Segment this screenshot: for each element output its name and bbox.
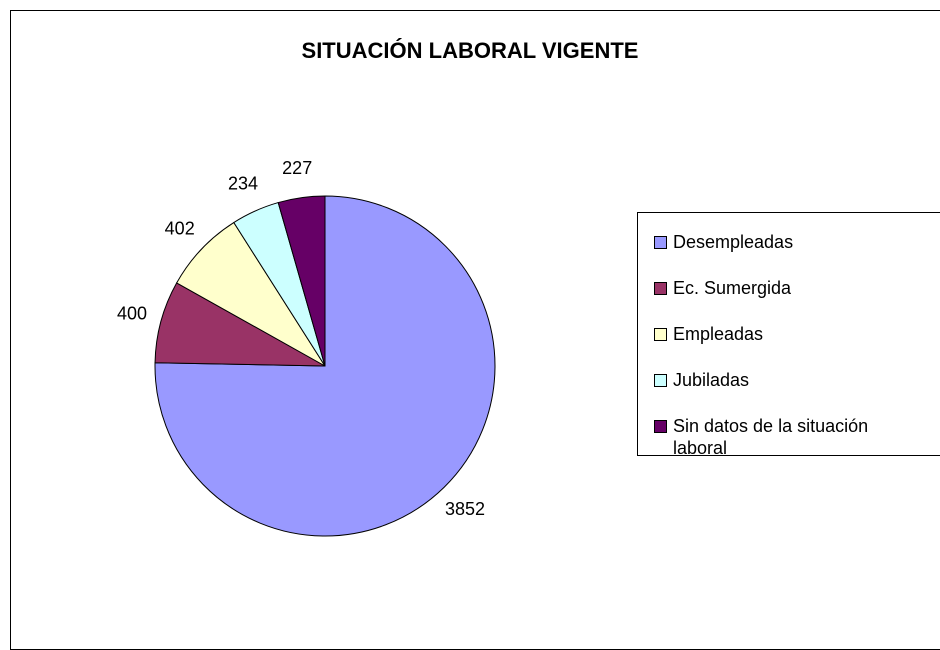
legend: Desempleadas Ec. Sumergida Empleadas Jubila… (637, 212, 940, 459)
legend-label: Desempleadas (673, 232, 794, 252)
data-label: 234 (228, 174, 258, 194)
legend-swatch (654, 282, 667, 295)
legend-label: Empleadas (673, 324, 764, 344)
legend-label: Sin datos de la situación laboral (673, 416, 869, 458)
data-label: 402 (165, 219, 195, 239)
legend-label: Jubiladas (673, 370, 750, 390)
legend-swatch (654, 236, 667, 249)
legend-item: Sin datos de la situación laboral (654, 415, 923, 459)
data-label: 227 (282, 158, 312, 178)
legend-item: Desempleadas (654, 231, 923, 253)
data-label: 400 (117, 304, 147, 324)
legend-item: Ec. Sumergida (654, 277, 923, 299)
legend-swatch (654, 328, 667, 341)
chart-title: SITUACIÓN LABORAL VIGENTE (302, 38, 639, 63)
legend-label: Ec. Sumergida (673, 278, 792, 298)
legend-swatch (654, 420, 667, 433)
legend-swatch (654, 374, 667, 387)
data-label: 3852 (445, 499, 485, 519)
legend-item: Empleadas (654, 323, 923, 345)
legend-item: Jubiladas (654, 369, 923, 391)
pie-slice (277, 195, 326, 367)
